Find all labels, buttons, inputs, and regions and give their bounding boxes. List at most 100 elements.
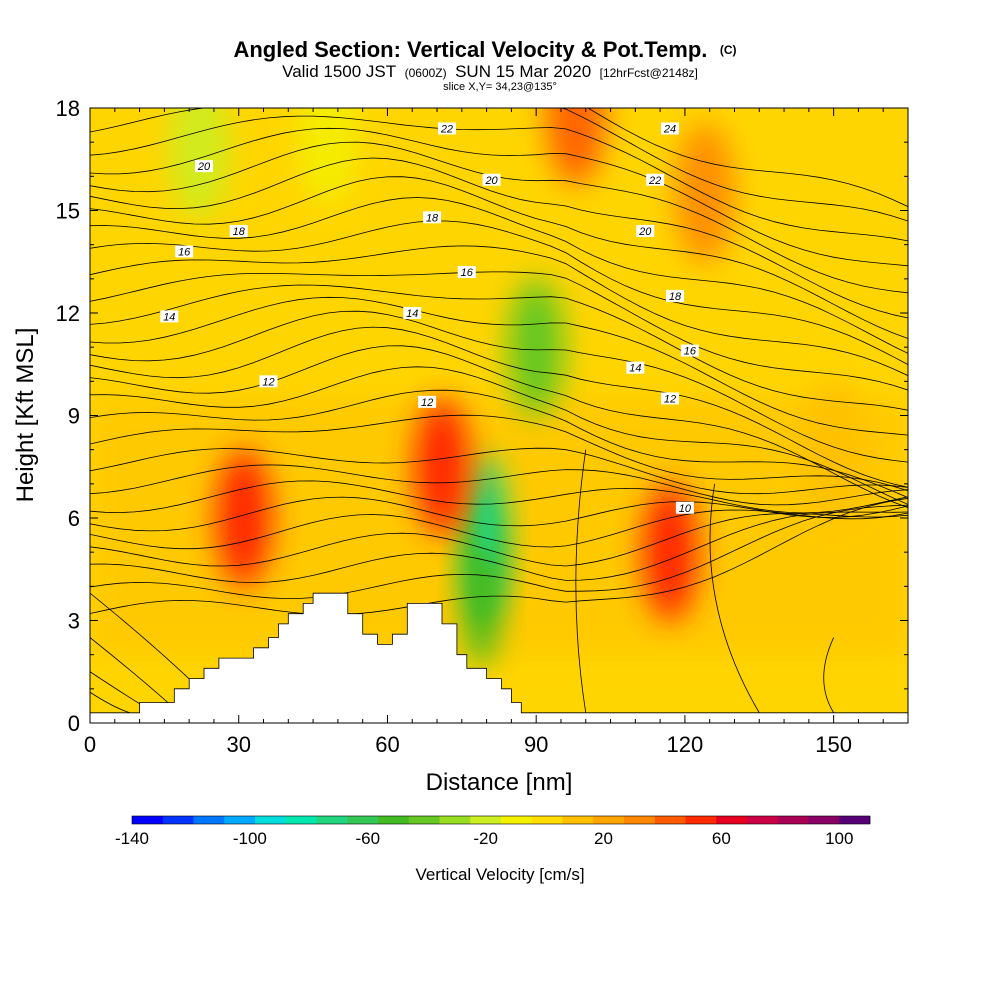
contour-label-bg — [680, 344, 699, 357]
colorbar-swatch — [132, 816, 164, 824]
contour-label-bg — [646, 173, 665, 186]
theta-contour-line — [90, 345, 908, 508]
colorbar — [131, 815, 871, 825]
field-core — [661, 514, 680, 591]
colorbar-swatch — [439, 816, 471, 824]
contour-label-bg — [423, 211, 442, 224]
colorbar-swatch — [716, 816, 748, 824]
theta-contour-line — [90, 108, 908, 222]
colorbar-swatch — [593, 816, 625, 824]
slice-label: slice X,Y= 34,23@135° — [443, 81, 557, 93]
colorbar-swatch — [808, 816, 840, 824]
contour-label: 18 — [426, 212, 439, 224]
y-tick-label: 18 — [56, 96, 80, 121]
colorbar-swatch — [285, 816, 317, 824]
theta-contour-line — [90, 176, 908, 339]
contour-label: 14 — [629, 363, 641, 375]
theta-contour-line — [90, 464, 908, 506]
y-tick-label: 12 — [56, 301, 80, 326]
contour-label: 16 — [178, 247, 191, 259]
colorbar-swatch — [193, 816, 225, 824]
colorbar-ticks: -140 -100 -60 -20 20 60 100 — [115, 829, 853, 848]
colorbar-swatch — [685, 816, 717, 824]
theta-contour-line — [90, 245, 908, 376]
field-cell — [803, 379, 864, 520]
theta-contour-line — [709, 483, 760, 713]
field-core — [527, 309, 546, 386]
contour-label: 12 — [262, 376, 274, 388]
colorbar-swatch — [162, 816, 194, 824]
colorbar-swatch — [654, 816, 686, 824]
colorbar-swatch — [316, 816, 348, 824]
colorbar-tick-label: -60 — [355, 829, 380, 848]
theta-contour-line — [90, 127, 908, 267]
contour-label: 14 — [163, 311, 175, 323]
colorbar-tick-label: 20 — [594, 829, 613, 848]
contour-label: 12 — [421, 397, 433, 409]
field-cell — [297, 108, 358, 206]
colorbar-swatch — [470, 816, 502, 824]
contour-label-bg — [636, 225, 655, 237]
colorbar-swatch — [747, 816, 779, 824]
theta-contour-line — [90, 284, 908, 411]
contour-label: 22 — [440, 124, 453, 136]
y-tick-label: 15 — [56, 199, 80, 224]
field-core — [234, 480, 253, 556]
x-axis-title: Distance [nm] — [426, 769, 573, 796]
theta-contour-line — [575, 449, 587, 713]
theta-contour-line — [90, 691, 130, 714]
colorbar-title: Vertical Velocity [cm/s] — [415, 865, 584, 884]
contour-label-bg — [661, 392, 680, 405]
contour-label: 12 — [664, 393, 676, 405]
contour-label: 20 — [484, 175, 498, 187]
theta-contour-line — [90, 511, 908, 584]
colorbar-frame — [131, 815, 871, 825]
theta-contour-line — [90, 326, 908, 488]
theta-contour-line — [823, 637, 834, 713]
contour-label: 14 — [406, 308, 418, 320]
velocity-field: 22 24 20 20 22 18 18 20 16 16 18 14 14 16 12 14 12 12 10 — [90, 108, 908, 723]
colorbar-tick-label: 60 — [712, 829, 731, 848]
colorbar-tick-label: -100 — [233, 829, 267, 848]
colorbar-swatch — [777, 816, 809, 824]
colorbar-swatch — [839, 816, 871, 824]
colorbar-swatch — [531, 816, 563, 824]
field-cell — [545, 108, 606, 185]
x-tick-label: 60 — [375, 732, 399, 757]
colorbar-swatch — [347, 816, 379, 824]
y-axis: 0 3 6 9 12 15 18 — [56, 96, 908, 736]
field-core — [432, 428, 451, 505]
contour-label-bg — [661, 122, 680, 135]
contour-label: 22 — [648, 175, 661, 187]
contour-label: 18 — [669, 291, 682, 303]
contour-label-bg — [437, 122, 456, 135]
y-tick-label: 3 — [68, 609, 80, 634]
theta-contour-line — [90, 157, 908, 319]
theta-contour-line — [90, 496, 908, 532]
colorbar-swatch — [224, 816, 256, 824]
contour-label-bg — [403, 307, 422, 319]
contour-label-bg — [665, 289, 684, 302]
theta-contour-line — [90, 512, 908, 567]
contour-label-bg — [259, 375, 278, 388]
contour-label-bg — [195, 160, 214, 173]
colorbar-swatch — [408, 816, 440, 824]
contour-label-bg — [626, 361, 645, 374]
theta-contour-line — [90, 115, 908, 242]
colorbar-swatch — [255, 816, 287, 824]
colorbar-swatch — [378, 816, 410, 824]
x-tick-label: 120 — [667, 732, 704, 757]
theta-contour-line — [90, 480, 908, 514]
y-axis-title: Height [Kft MSL] — [12, 328, 39, 503]
x-tick-label: 30 — [226, 732, 250, 757]
theta-contour-line — [90, 197, 908, 354]
theta-contour-line — [90, 220, 908, 365]
theta-contour-line — [90, 504, 908, 599]
contour-label-bg — [675, 501, 694, 514]
contour-labels: 22 24 20 20 22 18 18 20 16 16 18 14 14 16 12 14 12 12 10 — [160, 122, 699, 515]
chart-title: Angled Section: Vertical Velocity & Pot.… — [233, 37, 736, 62]
contour-label-bg — [457, 266, 476, 278]
y-tick-label: 6 — [68, 506, 80, 531]
field-blobs — [90, 108, 908, 667]
